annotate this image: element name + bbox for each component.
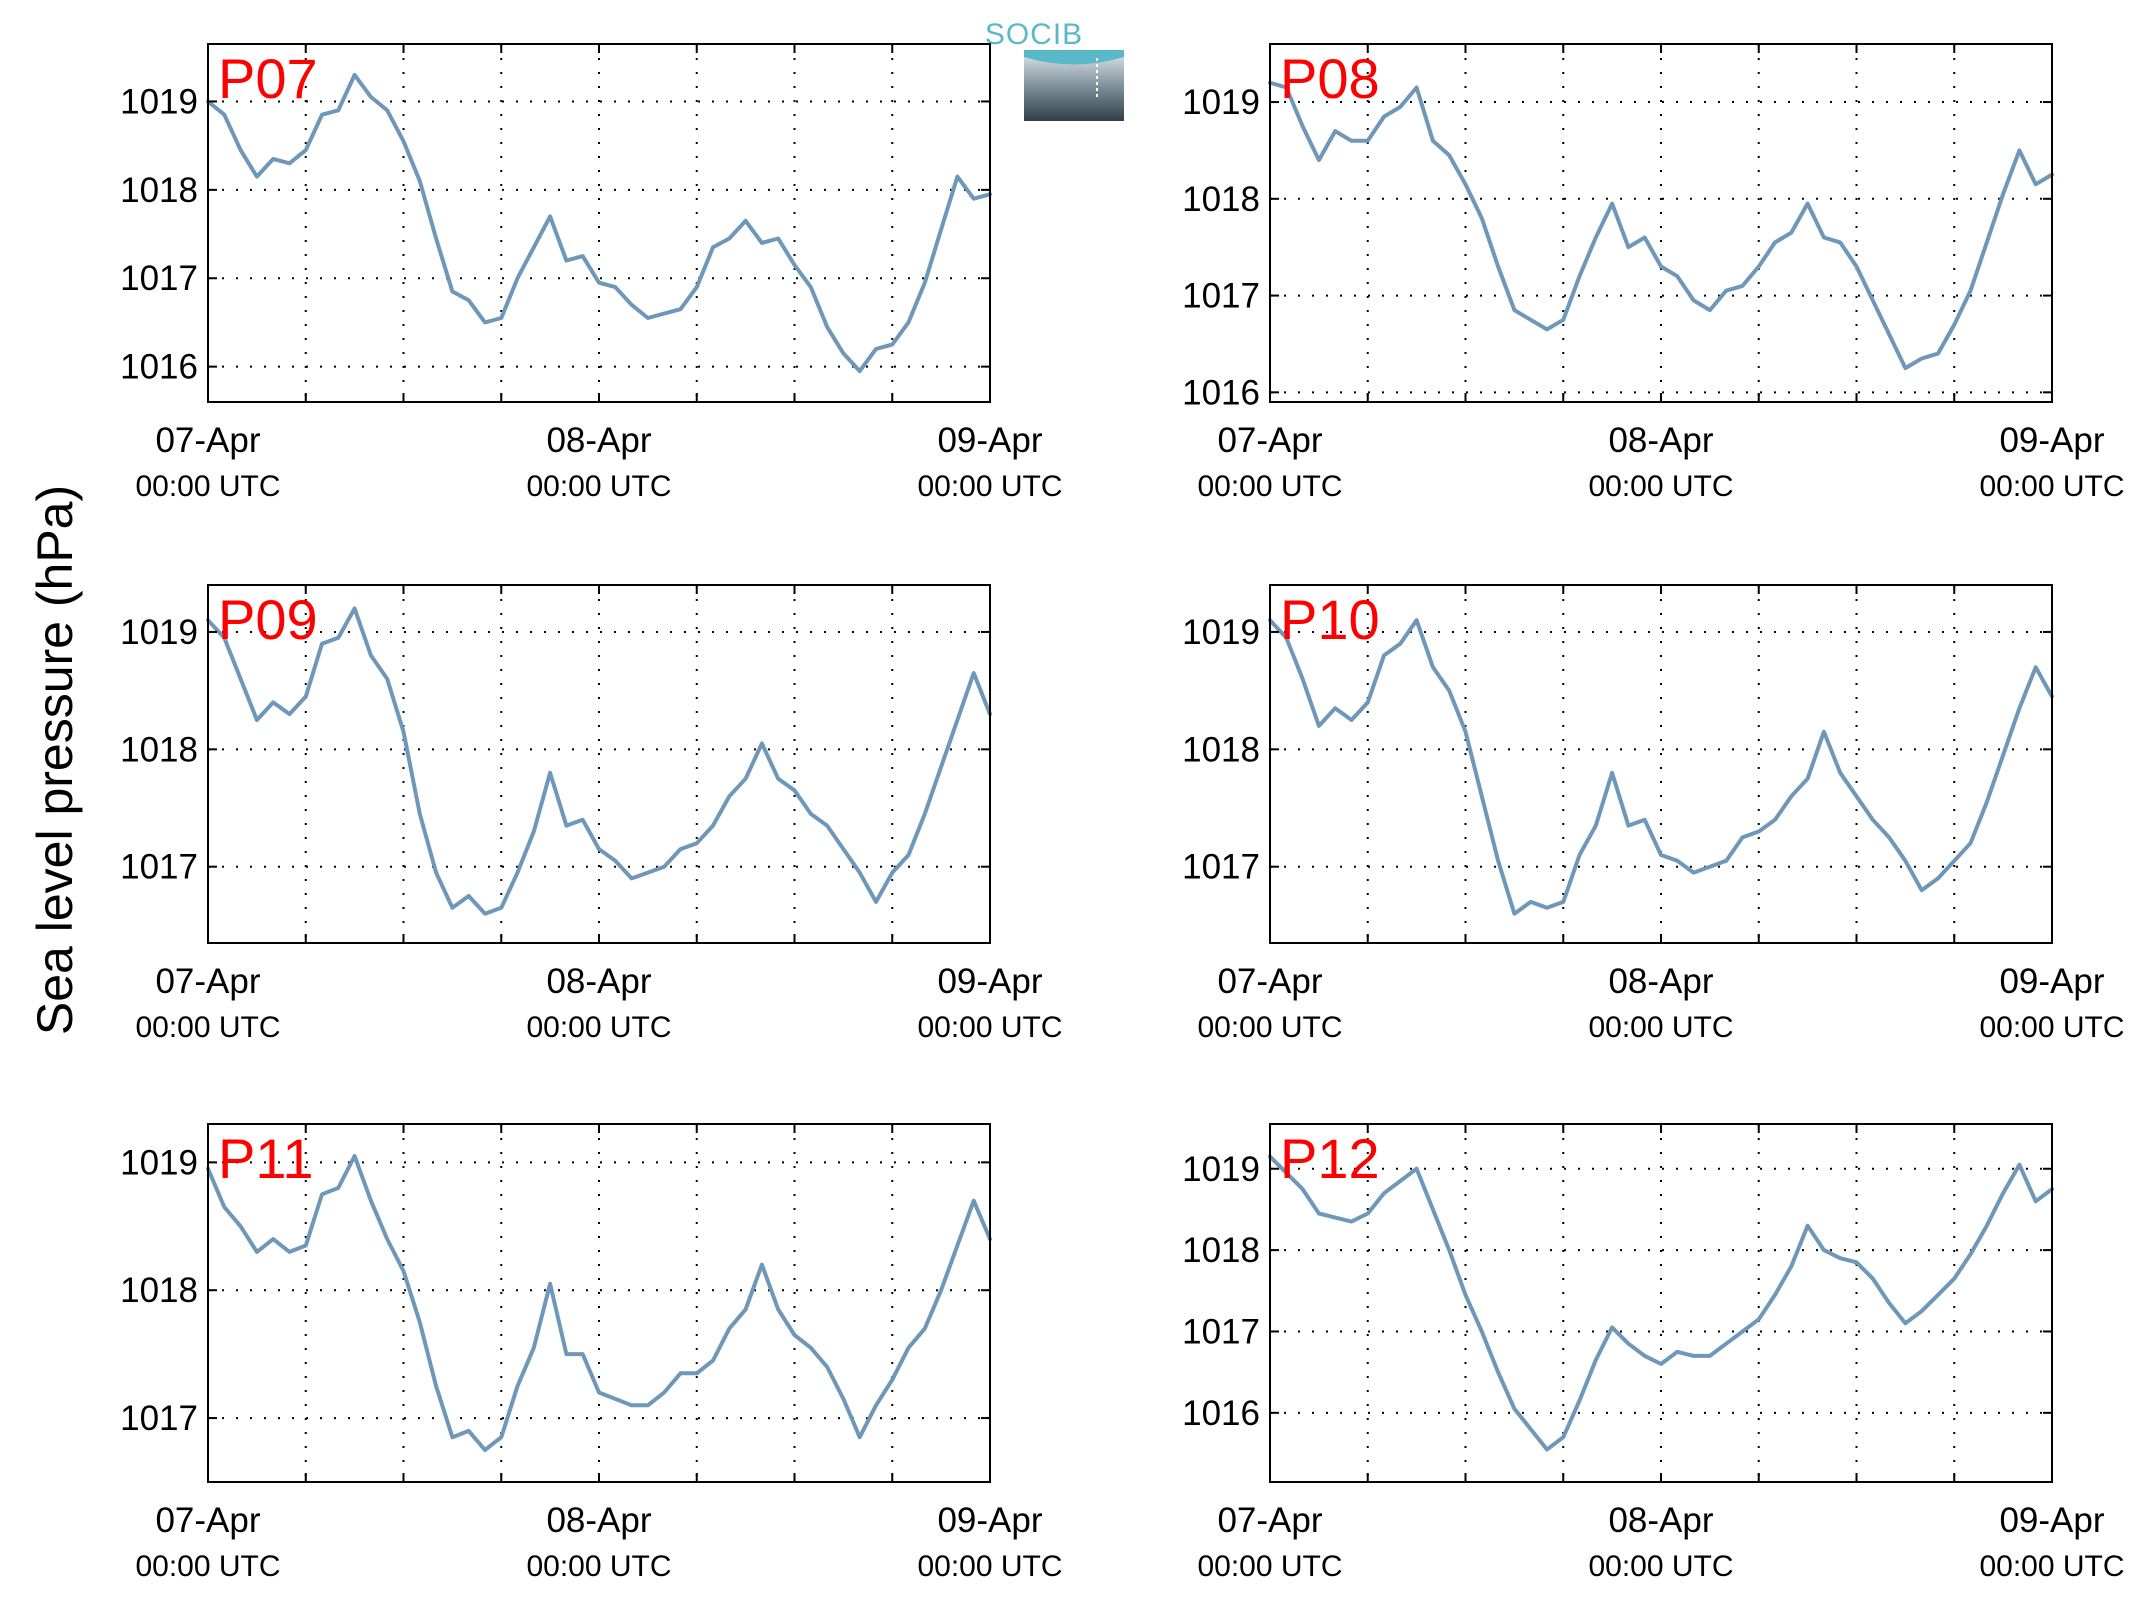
y-tick-label: 1019	[120, 613, 198, 652]
x-tick-label-time: 00:00 UTC	[526, 1011, 671, 1044]
socib-logo: SOCIB	[985, 18, 1124, 121]
figure-ylabel: Sea level pressure (hPa)	[27, 485, 83, 1035]
y-tick-label: 1019	[120, 82, 198, 121]
x-tick-label-date: 07-Apr	[155, 962, 260, 1001]
x-tick-label-time: 00:00 UTC	[917, 470, 1062, 503]
x-tick-label-date: 07-Apr	[1217, 421, 1322, 460]
y-tick-label: 1019	[1182, 83, 1260, 122]
x-tick-label-time: 00:00 UTC	[1197, 470, 1342, 503]
y-tick-label: 1018	[1182, 730, 1260, 769]
x-tick-label-date: 07-Apr	[155, 1501, 260, 1540]
pressure-series-line	[206, 1154, 992, 1452]
x-tick-label-time: 00:00 UTC	[135, 1011, 280, 1044]
x-tick-label-date: 09-Apr	[937, 962, 1042, 1001]
panel-p12: 1016 1017 1018 1019 07-Apr 00:00 UTC 08-Apr 00:…	[1182, 1123, 2125, 1583]
pressure-series-line	[1268, 618, 2054, 916]
x-tick-label-time: 00:00 UTC	[1588, 1011, 1733, 1044]
panels: 1016 1017 1018 1019 07-Apr 00:00 UTC 08-Apr 00:…	[120, 43, 2125, 1583]
socib-logo-icon	[1024, 50, 1124, 121]
x-tick-label-time: 00:00 UTC	[1197, 1550, 1342, 1583]
panel-p10: 1017 1018 1019 07-Apr 00:00 UTC 08-Apr 00:00 U…	[1182, 584, 2125, 1044]
panel-p11: 1017 1018 1019 07-Apr 00:00 UTC 08-Apr 00:00 U…	[120, 1123, 1063, 1583]
x-tick-label-date: 08-Apr	[1608, 962, 1713, 1001]
x-tick-label-time: 00:00 UTC	[1588, 470, 1733, 503]
x-tick-label-date: 08-Apr	[546, 1501, 651, 1540]
pressure-series-line	[1268, 80, 2054, 371]
x-tick-label-date: 07-Apr	[1217, 1501, 1322, 1540]
y-tick-label: 1018	[1182, 1231, 1260, 1270]
x-tick-label-date: 09-Apr	[1999, 962, 2104, 1001]
y-tick-label: 1018	[1182, 180, 1260, 219]
x-tick-label-date: 09-Apr	[1999, 421, 2104, 460]
x-tick-label-time: 00:00 UTC	[1979, 1011, 2124, 1044]
y-tick-label: 1018	[120, 730, 198, 769]
panel-title: P12	[1280, 1127, 1380, 1190]
x-tick-label-date: 09-Apr	[937, 421, 1042, 460]
y-tick-label: 1019	[120, 1143, 198, 1182]
y-tick-label: 1017	[1182, 848, 1260, 887]
y-tick-label: 1017	[120, 848, 198, 887]
panel-title: P11	[218, 1127, 313, 1190]
panel-title: P08	[1280, 47, 1380, 110]
y-tick-label: 1018	[120, 1271, 198, 1310]
x-tick-label-time: 00:00 UTC	[1197, 1011, 1342, 1044]
y-tick-label: 1017	[1182, 277, 1260, 316]
y-tick-label: 1018	[120, 171, 198, 210]
x-tick-label-time: 00:00 UTC	[526, 470, 671, 503]
x-tick-label-time: 00:00 UTC	[1979, 1550, 2124, 1583]
panel-title: P10	[1280, 588, 1380, 651]
pressure-series-line	[206, 72, 992, 374]
x-tick-label-date: 08-Apr	[1608, 1501, 1713, 1540]
panel-p07: 1016 1017 1018 1019 07-Apr 00:00 UTC 08-Apr 00:…	[120, 43, 1063, 503]
x-tick-label-date: 07-Apr	[1217, 962, 1322, 1001]
panel-title: P07	[218, 47, 318, 110]
x-tick-label-time: 00:00 UTC	[1979, 470, 2124, 503]
x-tick-label-date: 09-Apr	[1999, 1501, 2104, 1540]
x-tick-label-time: 00:00 UTC	[917, 1550, 1062, 1583]
panel-title: P09	[218, 588, 318, 651]
y-tick-label: 1017	[1182, 1312, 1260, 1351]
x-tick-label-time: 00:00 UTC	[135, 470, 280, 503]
y-tick-label: 1016	[1182, 1394, 1260, 1433]
panel-p09: 1017 1018 1019 07-Apr 00:00 UTC 08-Apr 00:00 U…	[120, 584, 1063, 1044]
y-tick-label: 1019	[1182, 613, 1260, 652]
x-tick-label-date: 08-Apr	[546, 962, 651, 1001]
y-tick-label: 1016	[1182, 373, 1260, 412]
x-tick-label-date: 08-Apr	[1608, 421, 1713, 460]
x-tick-label-date: 09-Apr	[937, 1501, 1042, 1540]
x-tick-label-date: 08-Apr	[546, 421, 651, 460]
x-tick-label-date: 07-Apr	[155, 421, 260, 460]
x-tick-label-time: 00:00 UTC	[135, 1550, 280, 1583]
pressure-series-line	[1268, 1154, 2054, 1452]
x-tick-label-time: 00:00 UTC	[526, 1550, 671, 1583]
y-tick-label: 1016	[120, 348, 198, 387]
panel-p08: 1016 1017 1018 1019 07-Apr 00:00 UTC 08-Apr 00:…	[1182, 43, 2125, 503]
x-tick-label-time: 00:00 UTC	[1588, 1550, 1733, 1583]
y-tick-label: 1017	[120, 1399, 198, 1438]
pressure-series-line	[206, 606, 992, 916]
x-tick-label-time: 00:00 UTC	[917, 1011, 1062, 1044]
y-tick-label: 1019	[1182, 1150, 1260, 1189]
logo-text: SOCIB	[985, 18, 1083, 51]
y-tick-label: 1017	[120, 259, 198, 298]
